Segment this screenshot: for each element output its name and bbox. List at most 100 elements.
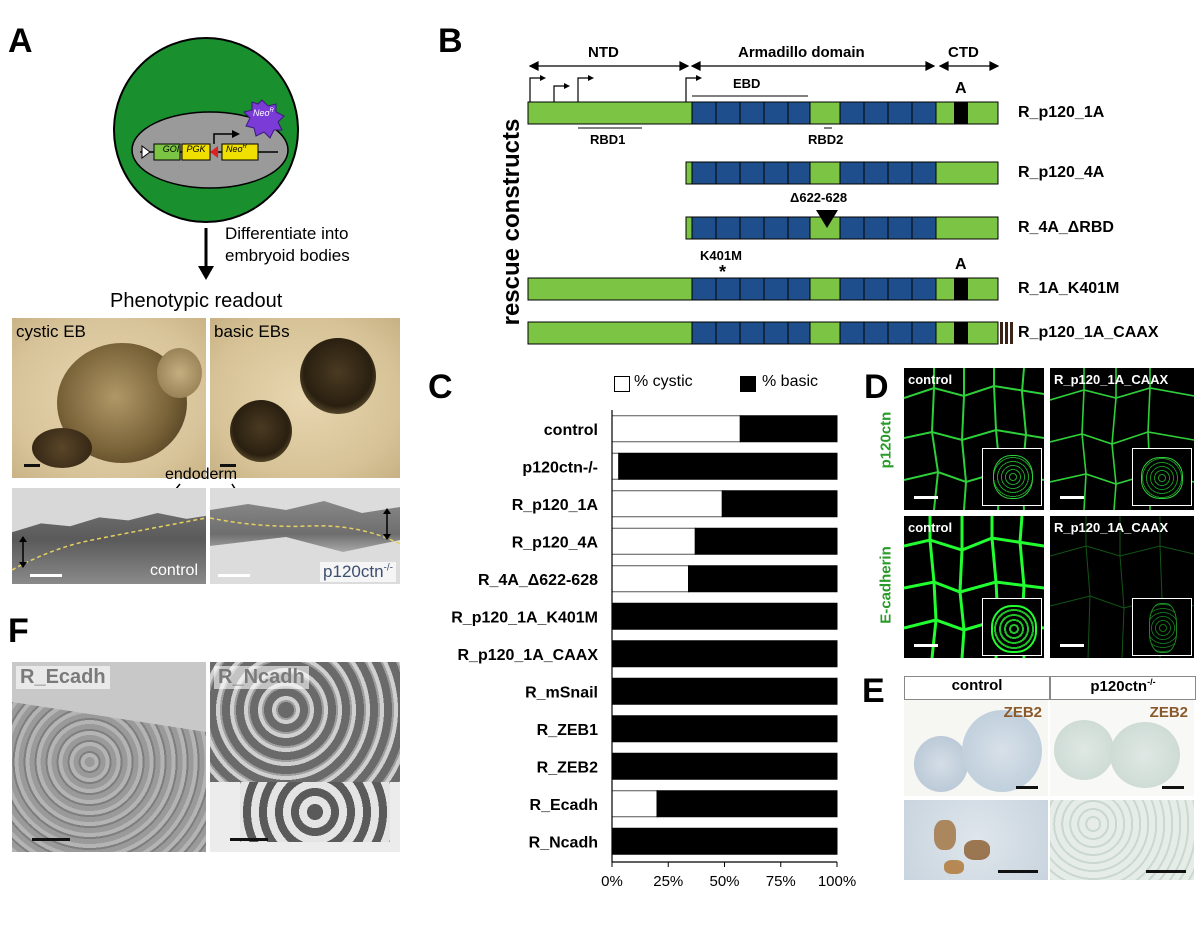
confocal-tl-label: control (908, 372, 953, 387)
category-label: R_p120_1A_CAAX (457, 647, 598, 664)
confocal-ecad-control: control (904, 516, 1044, 658)
photo4-label: p120ctn-/- (320, 562, 396, 582)
deletion-label: Δ622-628 (790, 190, 848, 205)
bar-segment-basic (611, 602, 838, 630)
photo-em-p120-ko: p120ctn-/- (210, 488, 400, 584)
deletion-triangle-icon (816, 210, 838, 228)
scale-bar (1016, 786, 1038, 789)
construct-row-2 (685, 161, 999, 185)
domain-armadillo: Armadillo domain (738, 44, 865, 61)
construct-name-1: R_p120_1A (1018, 104, 1105, 121)
construct-row-1 (527, 101, 999, 125)
bar-segment-basic (739, 415, 838, 443)
scale-bar (998, 870, 1038, 873)
neo-protein-label: NeoR (253, 108, 274, 118)
photo3-label: control (149, 562, 198, 579)
column-control: control (904, 676, 1050, 700)
down-arrow-icon (198, 266, 214, 280)
em-r-ecadh: R_Ecadh (12, 662, 206, 852)
construct-row-3 (685, 210, 999, 240)
bar-segment-cystic (611, 490, 723, 518)
confocal-br-label: R_p120_1A_CAAX (1054, 520, 1169, 535)
bar-segment-cystic (611, 452, 620, 480)
stacked-bar-chart: control p120ctn-/- R_p120_1A R_p120_4A R_4A_… (451, 410, 856, 890)
legend-basic-label: % basic (762, 373, 819, 390)
rbd1-label: RBD1 (590, 132, 626, 147)
confocal-p120-caax: R_p120_1A_CAAX (1050, 368, 1194, 510)
bar-segment-basic (611, 640, 838, 668)
panel-a-diagram (113, 37, 299, 280)
construct-name-5: R_p120_1A_CAAX (1018, 324, 1159, 341)
construct-row-5 (527, 321, 1013, 345)
arrow-label-2: embryoid bodies (225, 246, 350, 265)
rbd2-label: RBD2 (808, 132, 844, 147)
ihc-control-low: ZEB2 (904, 700, 1048, 796)
bar-segment-basic (688, 565, 838, 593)
domain-ctd: CTD (948, 44, 979, 61)
confocal-ecad-caax: R_p120_1A_CAAX (1050, 516, 1194, 658)
panel-letter-b: B (438, 22, 463, 60)
category-label: R_p120_4A (512, 534, 599, 551)
legend-cystic-label: % cystic (634, 373, 693, 390)
construct-diagram (527, 61, 1013, 345)
mutation-mark: * (719, 262, 727, 282)
category-label: control (544, 422, 598, 439)
confocal-inset (1132, 448, 1192, 506)
photo2-label: basic EBs (214, 322, 290, 341)
x-tick-label: 50% (709, 873, 739, 890)
em-r-ncadh: R_Ncadh (210, 662, 400, 852)
bar-segment-cystic (611, 527, 696, 555)
category-label: R_Ncadh (529, 834, 598, 851)
confocal-p120-control: control (904, 368, 1044, 510)
bar-segment-basic (656, 790, 838, 818)
panel-letter-e: E (862, 672, 885, 710)
category-label: R_p120_1A (512, 497, 599, 514)
x-tick-label: 75% (766, 873, 796, 890)
exon-a-label-2: A (955, 256, 967, 273)
bar-segment-cystic (611, 790, 658, 818)
scale-bar (1060, 644, 1084, 647)
scale-bar (914, 496, 938, 499)
ebd-label: EBD (733, 76, 761, 91)
scale-bar (914, 644, 938, 647)
category-label: p120ctn-/- (522, 459, 598, 476)
scale-bar (1146, 870, 1186, 873)
bar-segment-basic (721, 490, 838, 518)
construct-name-3: R_4A_ΔRBD (1018, 219, 1114, 236)
panel-letter-f: F (8, 612, 29, 650)
panel-letter-d: D (864, 368, 889, 406)
domain-ntd: NTD (588, 44, 619, 61)
scale-bar (1060, 496, 1084, 499)
ihc-ko-high (1050, 800, 1194, 880)
readout-title: Phenotypic readout (110, 290, 283, 312)
confocal-inset (982, 598, 1042, 656)
confocal-bl-label: control (908, 520, 953, 535)
goi-box (153, 143, 181, 161)
stain-label: ZEB2 (1149, 704, 1188, 721)
confocal-inset (1132, 598, 1192, 656)
ihc-ko-low: ZEB2 (1050, 700, 1194, 796)
scale-bar (30, 574, 62, 577)
bar-segment-basic (618, 452, 838, 480)
panel-letter-a: A (8, 22, 33, 60)
category-label: R_ZEB1 (537, 722, 598, 739)
endoderm-label: endoderm (165, 466, 238, 483)
confocal-tr-label: R_p120_1A_CAAX (1054, 372, 1169, 387)
construct-name-4: R_1A_K401M (1018, 280, 1120, 297)
scale-bar (32, 838, 70, 841)
em-label-ecadh: R_Ecadh (16, 666, 110, 689)
scale-bar (218, 574, 250, 577)
legend-cystic-swatch (614, 376, 630, 392)
bar-segment-basic (611, 827, 838, 855)
construct-row-4 (527, 277, 999, 301)
panel-letter-c: C (428, 368, 453, 406)
scale-bar (24, 464, 40, 467)
confocal-inset (982, 448, 1042, 506)
bar-segment-basic (694, 527, 838, 555)
bar-segment-basic (611, 677, 838, 705)
photo-basic-ebs: basic EBs (210, 318, 400, 478)
category-label: R_Ecadh (530, 797, 598, 814)
row-label-p120ctn: p120ctn (877, 411, 895, 469)
neo-label: NeoR (226, 144, 247, 154)
row-label-ecadherin: E-cadherin (877, 546, 895, 624)
